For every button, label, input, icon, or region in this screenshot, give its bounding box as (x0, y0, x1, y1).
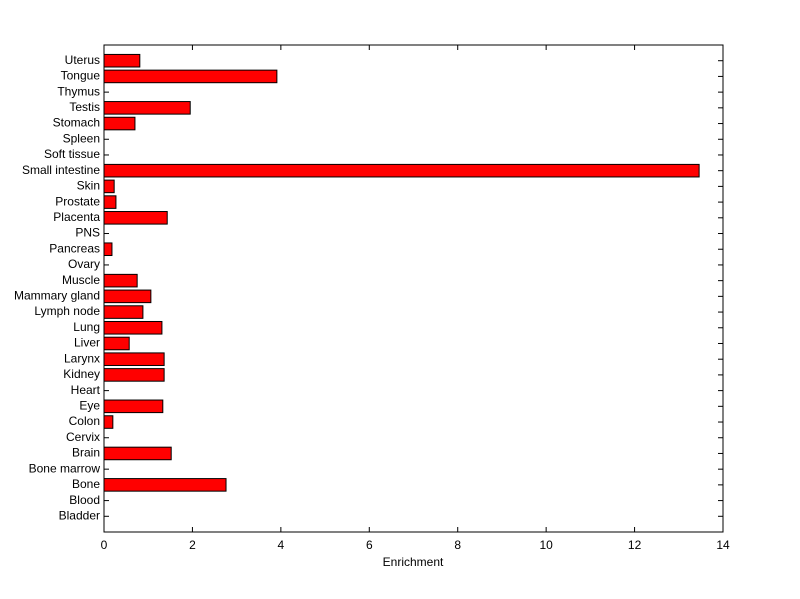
bar (103, 53, 141, 68)
bar (103, 179, 115, 194)
y-tick-label: Uterus (65, 53, 100, 67)
x-tick-label: 14 (716, 538, 730, 552)
y-tick-label: Colon (69, 414, 100, 428)
y-tick-label: Spleen (63, 131, 100, 145)
x-tick-label: 4 (278, 538, 285, 552)
y-tick-label: Prostate (55, 194, 100, 208)
bar (103, 352, 165, 366)
x-tick-label: 8 (454, 538, 461, 552)
plot-frame (103, 44, 724, 533)
bar (103, 336, 130, 351)
x-tick-label: 12 (628, 538, 642, 552)
bar (103, 320, 163, 335)
bar (103, 289, 152, 304)
y-tick-label: Brain (72, 446, 100, 460)
y-tick-label: Liver (74, 336, 100, 350)
bar (103, 69, 278, 84)
x-axis-label: Enrichment (383, 555, 444, 569)
bar (103, 273, 138, 288)
bar (103, 195, 117, 209)
bar (103, 446, 172, 461)
y-tick-label: Soft tissue (44, 147, 100, 161)
y-tick-label: Thymus (57, 84, 100, 98)
y-tick-label: Stomach (53, 116, 100, 130)
y-tick-label: Ovary (68, 257, 100, 271)
y-tick-label: Testis (69, 100, 100, 114)
y-tick-label: Bone (72, 477, 100, 491)
bar (103, 478, 227, 492)
x-tick-label: 2 (189, 538, 196, 552)
bar (103, 415, 114, 429)
bar (103, 305, 144, 319)
y-tick-label: Lymph node (34, 304, 100, 318)
y-tick-label: Muscle (62, 273, 100, 287)
bar (103, 242, 113, 257)
y-tick-label: Bladder (59, 508, 100, 522)
y-tick-label: Placenta (53, 210, 100, 224)
bar (103, 211, 168, 225)
bar (103, 399, 164, 414)
y-tick-label: Blood (69, 493, 100, 507)
y-tick-label: Heart (71, 383, 101, 397)
y-tick-label: Larynx (64, 351, 100, 365)
y-tick-label: Lung (73, 320, 100, 334)
y-tick-label: Kidney (63, 367, 100, 381)
bar (103, 163, 700, 178)
bar (103, 368, 165, 382)
y-tick-label: PNS (75, 226, 100, 240)
x-tick-label: 0 (101, 538, 108, 552)
x-tick-label: 6 (366, 538, 373, 552)
y-tick-label: Cervix (66, 430, 100, 444)
y-tick-label: Eye (79, 398, 100, 412)
bar (103, 101, 191, 115)
y-tick-label: Small intestine (22, 163, 100, 177)
x-tick-label: 10 (539, 538, 553, 552)
y-tick-label: Skin (77, 179, 100, 193)
y-tick-label: Bone marrow (29, 461, 101, 475)
y-tick-label: Pancreas (49, 241, 100, 255)
y-tick-label: Tongue (61, 69, 101, 83)
bar (103, 116, 136, 131)
y-tick-label: Mammary gland (14, 289, 100, 303)
